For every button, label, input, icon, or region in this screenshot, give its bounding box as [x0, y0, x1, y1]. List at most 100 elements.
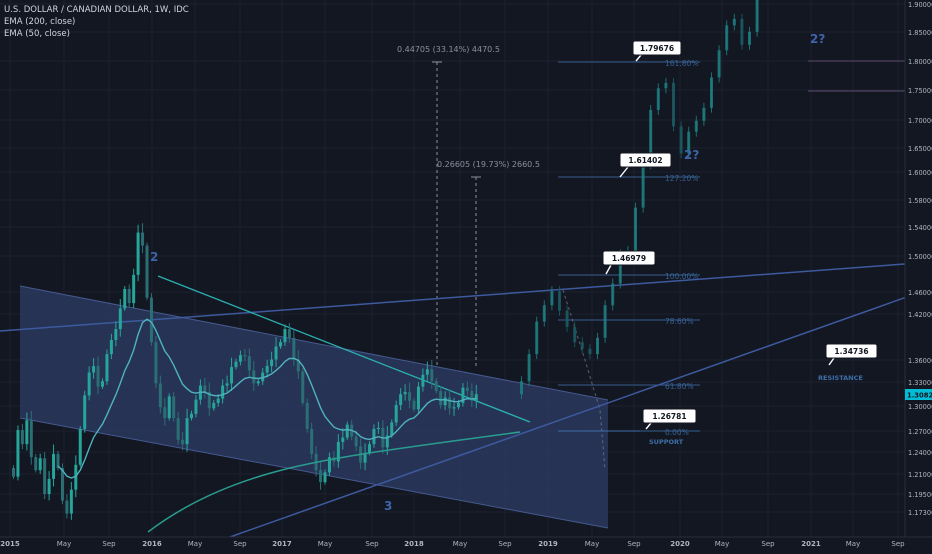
candle: [194, 399, 198, 414]
projected-candle: [588, 348, 592, 355]
candle: [457, 402, 460, 408]
callout-1-34736: 1.34736: [825, 343, 878, 366]
candle: [238, 355, 242, 362]
descending-channel: [20, 286, 608, 528]
projected-candle: [603, 305, 607, 338]
candle: [78, 428, 82, 465]
projected-candle: [618, 254, 622, 284]
candle: [408, 392, 412, 401]
candle: [127, 288, 131, 304]
projected-candle: [580, 342, 584, 349]
projected-candle: [702, 107, 706, 121]
candle: [12, 468, 15, 477]
price-tick: 1.75000: [908, 87, 932, 95]
time-tick: Sep: [365, 540, 379, 548]
candle: [461, 387, 465, 403]
projected-candle: [542, 305, 546, 322]
candle: [305, 402, 309, 429]
candle: [52, 453, 56, 479]
price-tick: 1.90000: [908, 1, 932, 9]
time-tick: May: [453, 540, 467, 548]
candle: [327, 457, 331, 473]
measurement-label-1: 0.44705 (33.14%) 4470.5: [397, 45, 500, 54]
candle: [399, 394, 403, 406]
projection-path: [562, 289, 606, 471]
candle: [443, 397, 447, 406]
candle: [474, 394, 478, 401]
candle: [16, 430, 20, 477]
projected-candle: [649, 109, 653, 165]
candle: [416, 386, 420, 410]
projected-candle: [664, 82, 668, 89]
projected-candle: [558, 291, 561, 311]
candle: [470, 390, 474, 401]
price-tick: 1.65000: [908, 145, 932, 153]
projected-candle: [520, 381, 523, 395]
fib-level-label: 61.80%: [665, 382, 694, 391]
candle: [403, 392, 407, 395]
rising-support-trendline: [229, 287, 932, 538]
candle: [292, 337, 296, 360]
time-tick: Sep: [102, 540, 116, 548]
historical-candles: [12, 223, 478, 520]
candle: [376, 427, 380, 430]
candle: [185, 418, 189, 445]
candle: [323, 472, 327, 483]
candle: [452, 407, 456, 409]
time-tick: Sep: [627, 540, 641, 548]
time-tick: May: [318, 540, 332, 548]
time-tick: 2018: [404, 540, 424, 548]
support-label: SUPPORT: [649, 438, 684, 446]
candle: [109, 339, 113, 355]
fib-level-label: 100.00%: [665, 272, 698, 281]
candle: [176, 418, 180, 440]
candle: [434, 381, 438, 391]
candle: [345, 424, 349, 438]
candle: [203, 385, 207, 393]
projected-candle: [656, 88, 660, 110]
wave-label-2: 2: [150, 250, 158, 264]
candle: [412, 400, 416, 410]
candle: [118, 308, 122, 330]
price-tick: 1.80000: [908, 58, 932, 66]
candle: [92, 366, 96, 373]
projected-candle: [672, 82, 675, 127]
candle: [243, 355, 247, 357]
price-tick: 1.46000: [908, 289, 932, 297]
projected-candle: [641, 164, 645, 208]
time-tick: 2021: [801, 540, 821, 548]
candle: [363, 452, 367, 463]
candle: [163, 407, 167, 419]
candle: [448, 397, 452, 409]
projected-candle: [679, 126, 683, 154]
candle: [105, 354, 109, 382]
candle: [234, 361, 238, 368]
candle: [149, 297, 153, 343]
time-axis-bg: [0, 537, 932, 550]
candle: [283, 329, 287, 343]
candle: [20, 430, 24, 445]
candle: [123, 288, 127, 309]
candle: [101, 381, 104, 387]
price-axis-bg: [905, 0, 932, 537]
fib-level-label: 78.60%: [665, 317, 694, 326]
price-tick: 1.33000: [908, 379, 932, 387]
candle: [25, 420, 29, 445]
candle: [265, 366, 269, 373]
projected-candle: [725, 25, 729, 51]
fib-level-label: 127.20%: [665, 174, 698, 183]
measurement-label-2: 0.26605 (19.73%) 2660.5: [437, 160, 540, 169]
candle: [301, 371, 305, 403]
price-tick: 1.58000: [908, 197, 932, 205]
candle: [136, 232, 140, 275]
resistance-label: RESISTANCE: [818, 374, 863, 382]
indicator-ema200-label: EMA (200, close): [4, 17, 76, 27]
candle: [274, 346, 278, 360]
projected-candle: [527, 354, 531, 382]
time-tick: Sep: [761, 540, 775, 548]
candle: [439, 390, 443, 406]
callout-box: [619, 152, 672, 168]
